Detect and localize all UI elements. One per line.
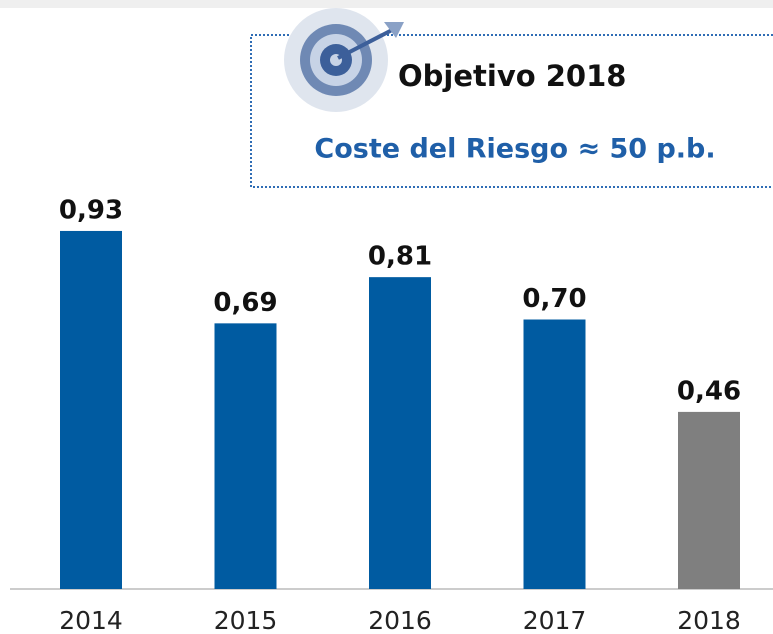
bar xyxy=(523,319,586,589)
top-strip xyxy=(0,0,773,8)
x-tick-label: 2018 xyxy=(677,606,741,634)
value-label: 0,69 xyxy=(213,288,277,318)
value-label: 0,46 xyxy=(677,376,741,406)
annotation-text: Coste del Riesgo ≈ 50 p.b. xyxy=(314,134,715,165)
value-label: 0,93 xyxy=(59,195,123,225)
value-label: 0,81 xyxy=(368,242,432,272)
annotation-box: Objetivo 2018 Coste del Riesgo ≈ 50 p.b. xyxy=(250,8,773,188)
x-tick-label: 2017 xyxy=(523,606,587,634)
bar xyxy=(214,323,277,589)
box-border xyxy=(250,34,773,188)
bar xyxy=(678,411,740,589)
x-tick-label: 2015 xyxy=(214,606,278,634)
x-tick-label: 2014 xyxy=(59,606,123,634)
bar xyxy=(369,277,431,589)
x-tick-label: 2016 xyxy=(368,606,432,634)
target-icon xyxy=(284,8,404,112)
value-label: 0,70 xyxy=(522,284,586,314)
bar xyxy=(60,230,122,589)
annotation-title: Objetivo 2018 xyxy=(398,59,626,93)
